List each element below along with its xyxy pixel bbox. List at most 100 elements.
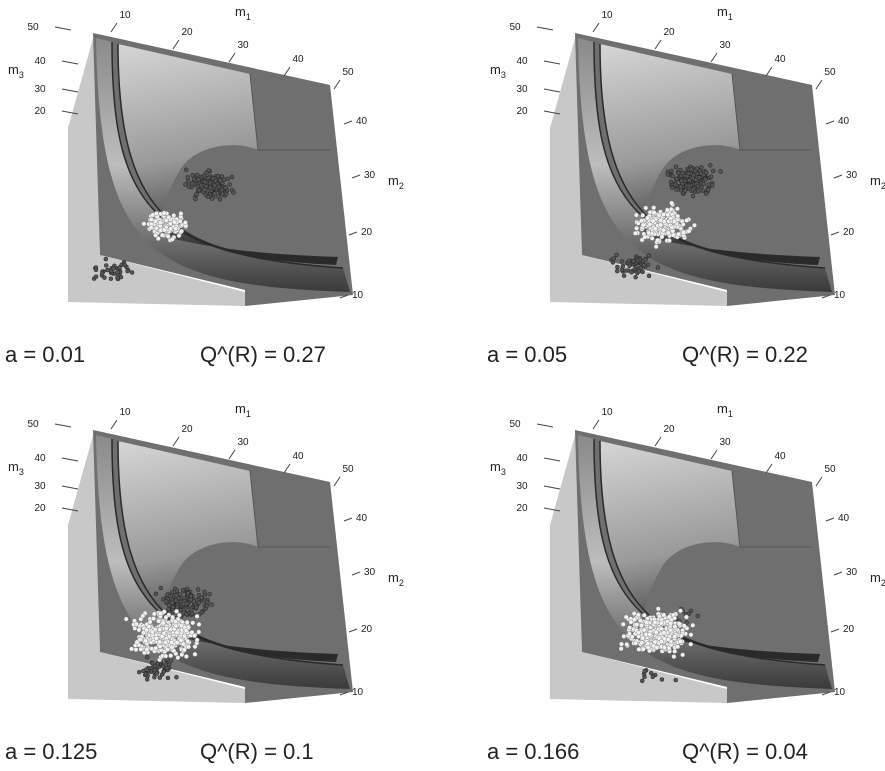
tick-mark	[172, 436, 180, 447]
point-light	[619, 641, 624, 647]
point-light	[618, 646, 624, 652]
point-dark	[701, 181, 706, 187]
point-dark	[642, 257, 648, 263]
base-face	[68, 35, 245, 306]
point-dark	[642, 668, 647, 674]
point-light	[163, 614, 169, 620]
tick-mark	[543, 110, 561, 115]
point-light	[633, 640, 639, 646]
point-light	[680, 652, 686, 658]
tick-label: 10	[119, 407, 131, 418]
point-dark	[655, 265, 661, 270]
tick-label: 50	[824, 67, 836, 78]
tick-label: 50	[27, 22, 39, 33]
point-light	[633, 212, 639, 218]
point-dark	[183, 182, 188, 187]
point-light	[670, 232, 676, 238]
point-light	[129, 646, 134, 652]
point-light	[157, 644, 163, 649]
tick-mark	[543, 457, 561, 462]
tick-mark	[228, 449, 236, 460]
point-dark	[111, 266, 116, 271]
point-dark	[703, 170, 709, 175]
axis-label-base: m	[870, 570, 881, 585]
point-dark	[682, 188, 688, 193]
point-dark	[686, 183, 692, 189]
tick-label: 30	[34, 84, 46, 95]
point-dark	[641, 263, 647, 268]
point-dark	[115, 275, 120, 281]
axis-label-sub: 1	[728, 409, 733, 419]
point-dark	[210, 196, 215, 201]
tick-mark	[833, 174, 843, 179]
point-dark	[675, 170, 681, 176]
tick-mark	[830, 231, 840, 236]
point-dark	[614, 252, 619, 258]
tick-label: 30	[516, 481, 528, 492]
point-dark	[665, 171, 670, 177]
point-dark	[152, 667, 158, 673]
point-light	[668, 627, 673, 633]
point-light	[623, 614, 629, 620]
point-dark	[219, 187, 225, 193]
tick-label: 30	[237, 40, 249, 51]
point-dark	[166, 606, 171, 612]
point-light	[147, 619, 153, 625]
point-dark	[679, 178, 684, 184]
point-light	[635, 220, 641, 226]
point-dark	[684, 620, 689, 625]
point-light	[180, 641, 186, 647]
point-light	[153, 232, 159, 238]
point-light	[163, 653, 169, 659]
point-light	[645, 215, 650, 221]
point-dark	[636, 268, 641, 274]
point-dark	[673, 164, 679, 170]
tick-label: 40	[516, 56, 528, 67]
point-dark	[100, 271, 105, 276]
point-light	[669, 200, 675, 206]
tick-mark	[343, 517, 353, 522]
point-dark	[204, 603, 210, 609]
point-light	[668, 206, 674, 212]
point-dark	[650, 674, 656, 680]
point-light	[192, 633, 197, 639]
tick-label: 20	[663, 424, 675, 435]
tick-label: 50	[342, 67, 354, 78]
tick-label: 40	[292, 54, 304, 65]
tick-label: 20	[361, 624, 373, 635]
tick-label: 30	[364, 170, 376, 181]
tick-mark	[348, 628, 358, 633]
point-light	[168, 226, 173, 232]
point-dark	[632, 266, 638, 272]
point-dark	[218, 178, 223, 184]
point-light	[647, 222, 653, 227]
point-dark	[219, 191, 225, 197]
tick-label: 20	[34, 106, 46, 117]
point-dark	[195, 172, 200, 178]
point-dark	[185, 586, 190, 592]
point-dark	[196, 187, 202, 193]
point-dark	[195, 587, 201, 592]
point-dark	[709, 183, 715, 188]
point-dark	[170, 600, 175, 606]
point-dark	[680, 170, 685, 176]
tick-label: 20	[663, 27, 675, 38]
point-dark	[633, 274, 638, 280]
point-light	[134, 621, 139, 627]
point-light	[632, 230, 638, 236]
edge	[731, 470, 812, 548]
point-dark	[204, 599, 210, 605]
point-light	[675, 644, 681, 650]
tick-mark	[654, 436, 662, 447]
point-dark	[190, 172, 195, 178]
axis-label: m2	[388, 173, 404, 191]
point-dark	[690, 193, 696, 199]
point-light	[668, 620, 674, 626]
edge	[249, 73, 330, 151]
tick-mark	[543, 507, 561, 512]
point-light	[194, 613, 200, 619]
point-light	[167, 221, 173, 227]
point-light	[666, 614, 672, 620]
point-light	[647, 631, 653, 637]
point-dark	[93, 267, 99, 273]
